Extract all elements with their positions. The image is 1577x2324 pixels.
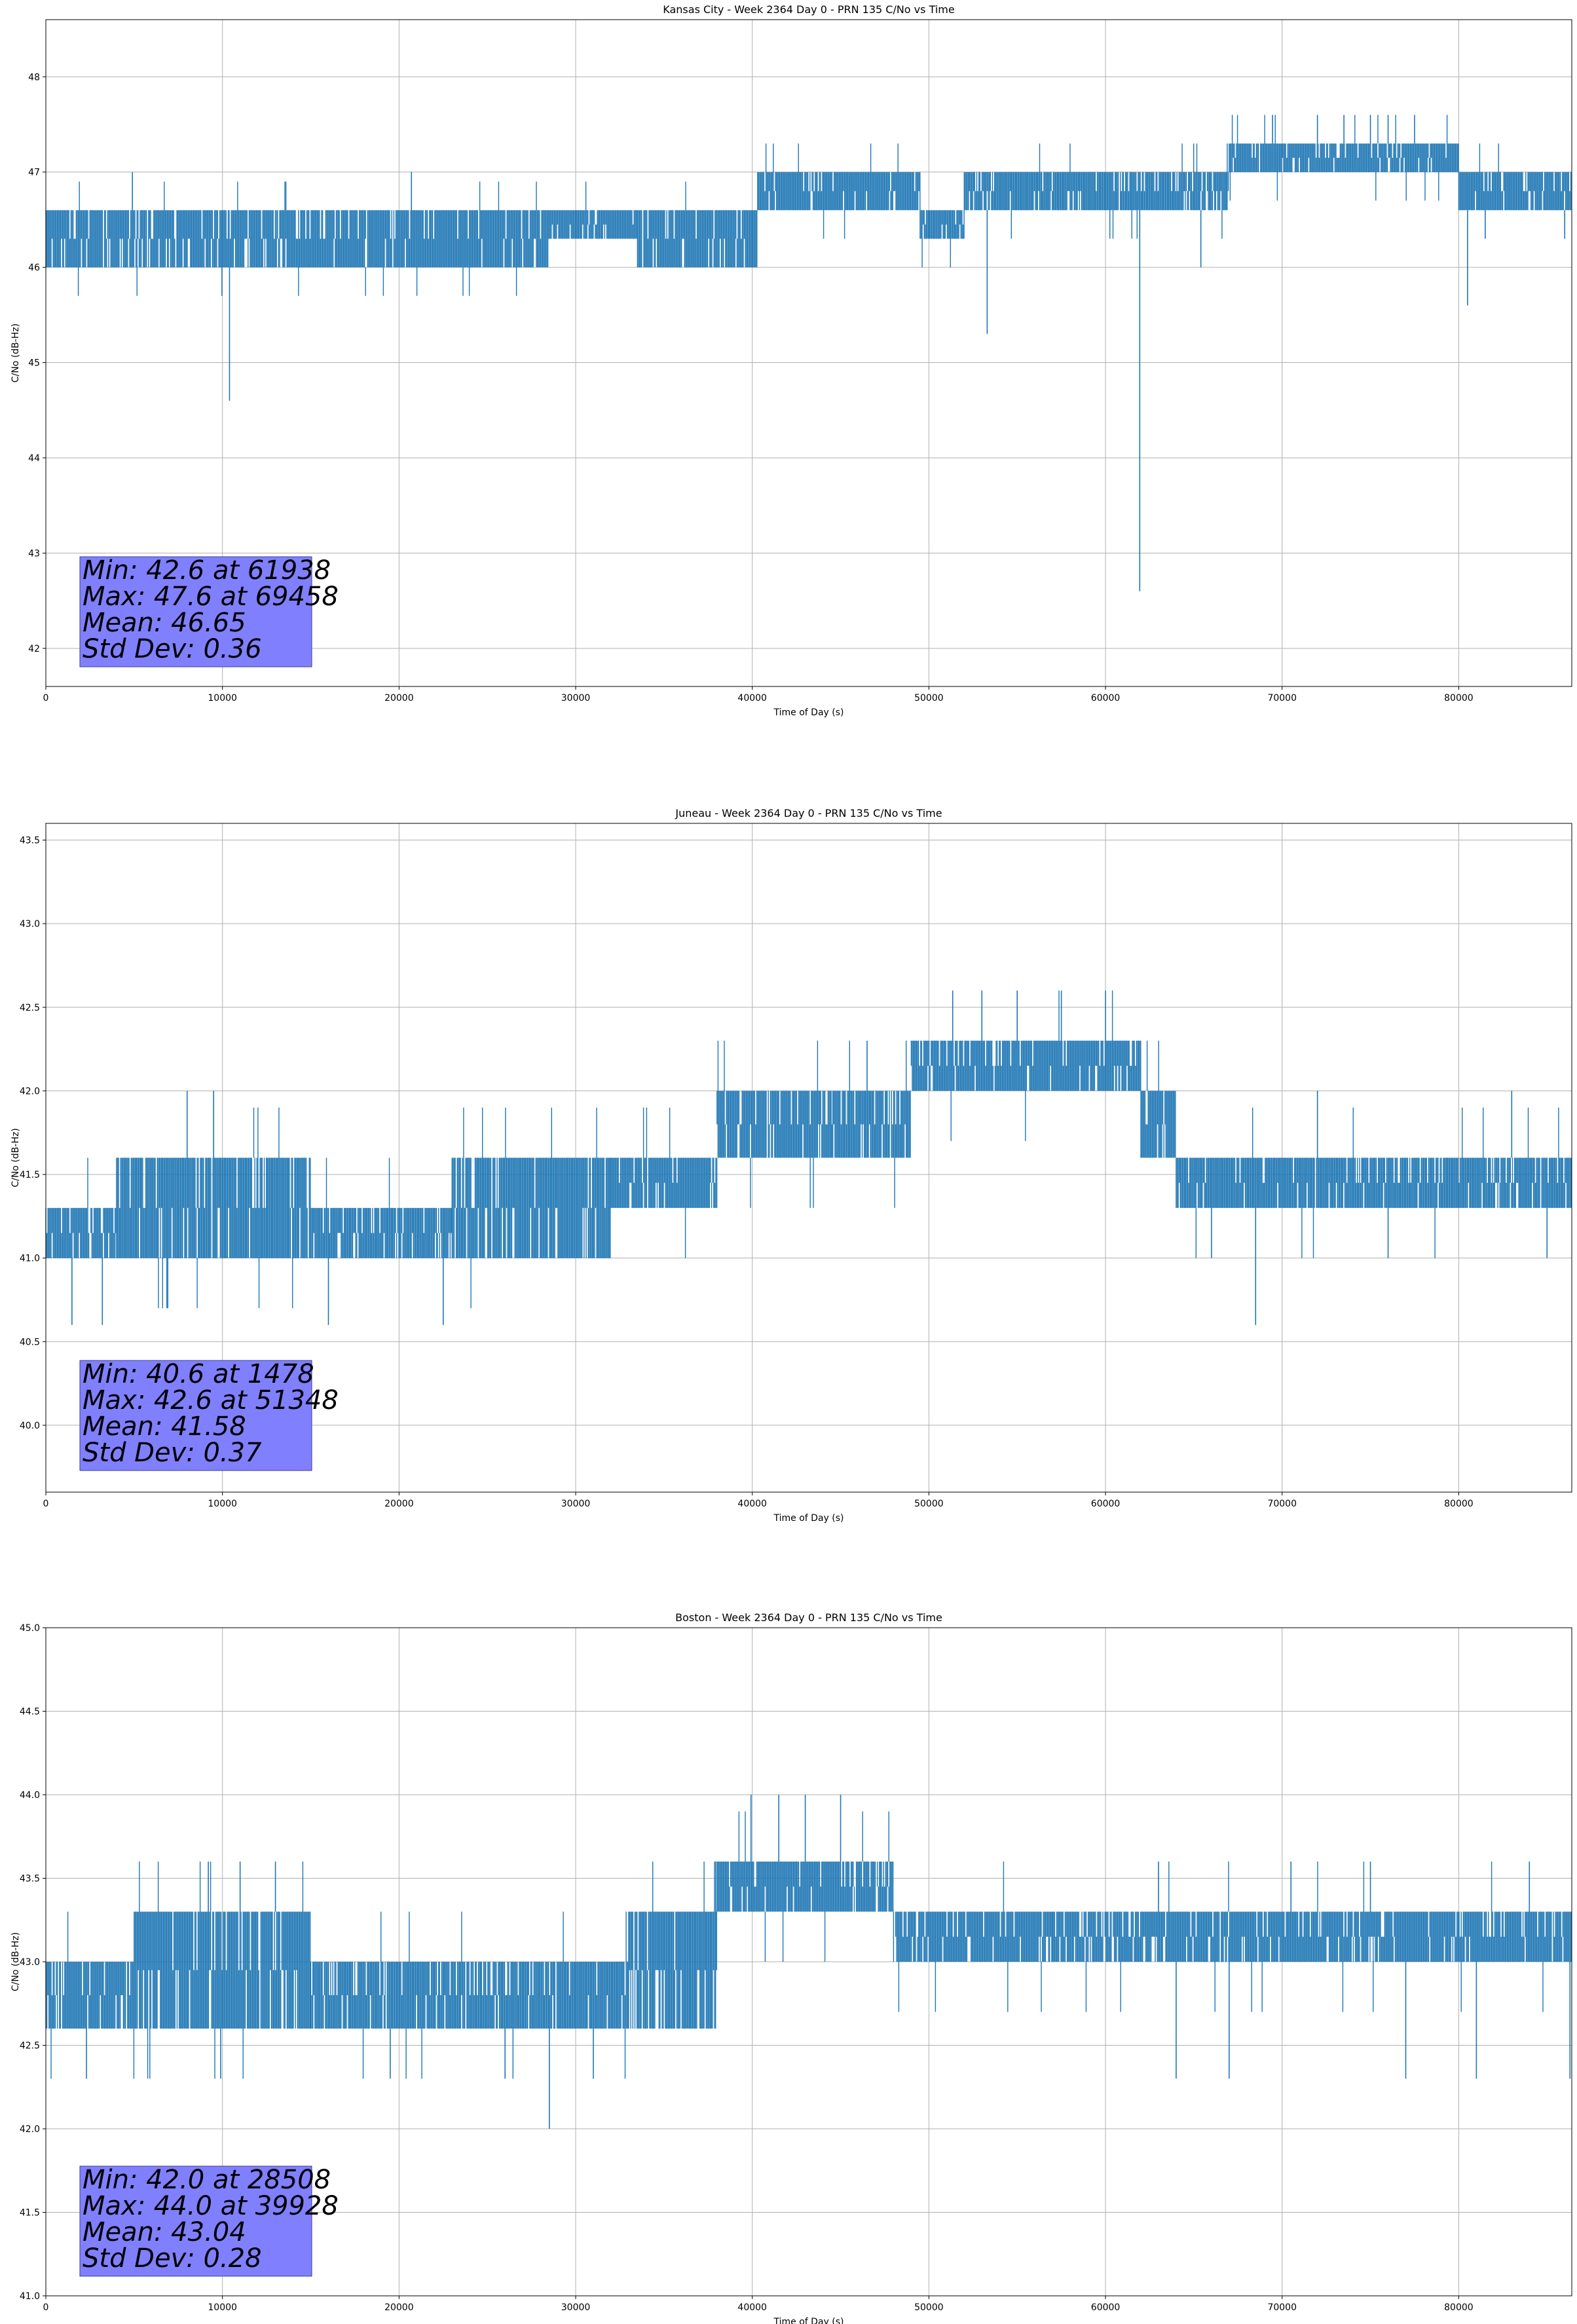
- stats-line: Std Dev: 0.37: [83, 1438, 262, 1468]
- x-tick-label: 40000: [737, 1499, 767, 1509]
- x-tick-label: 60000: [1091, 2302, 1121, 2313]
- series-c-no: [45, 115, 1572, 591]
- series-c-no: [45, 990, 1572, 1325]
- x-tick-label: 50000: [914, 1499, 944, 1509]
- y-axis-label: C/No (dB-Hz): [10, 1932, 21, 1991]
- y-tick-label: 41.0: [20, 1254, 40, 1264]
- y-tick-label: 43.5: [20, 1874, 40, 1884]
- y-tick-label: 42: [28, 644, 40, 654]
- y-tick-label: 43.5: [20, 836, 40, 846]
- x-tick-label: 70000: [1267, 693, 1297, 703]
- stats-line: Min: 40.6 at 1478: [83, 1359, 314, 1389]
- x-tick-label: 10000: [208, 2302, 237, 2313]
- stats-line: Min: 42.0 at 28508: [83, 2165, 331, 2195]
- x-tick-label: 30000: [561, 1499, 591, 1509]
- y-axis-label: C/No (dB-Hz): [10, 1128, 21, 1187]
- stats-box: [79, 1360, 312, 1471]
- axes-frame: [45, 19, 1572, 687]
- chart-title: Kansas City - Week 2364 Day 0 - PRN 135 …: [663, 3, 954, 16]
- y-tick-label: 42.5: [20, 1003, 40, 1013]
- x-tick-label: 60000: [1091, 1499, 1121, 1509]
- y-tick-label: 42.5: [20, 2041, 40, 2052]
- y-axis-label: C/No (dB-Hz): [10, 324, 21, 383]
- x-tick-label: 50000: [914, 2302, 944, 2313]
- x-tick-label: 80000: [1444, 1499, 1474, 1509]
- series-band: [45, 1811, 1572, 2079]
- y-tick-label: 41.5: [20, 2208, 40, 2219]
- chart-panel-1: 0 10000 20000 30000 40000 50000 60000 70000 8000…: [10, 3, 1572, 718]
- y-tick-label: 40.5: [20, 1337, 40, 1347]
- x-tick-label: 20000: [384, 2302, 414, 2313]
- stats-line: Max: 47.6 at 69458: [83, 582, 339, 612]
- x-tick-label: 20000: [384, 693, 414, 703]
- x-tick-label: 20000: [384, 1499, 414, 1509]
- y-tick-label: 48: [28, 72, 40, 83]
- stats-line: Min: 42.6 at 61938: [83, 555, 331, 586]
- chart-title: Boston - Week 2364 Day 0 - PRN 135 C/No …: [675, 1611, 942, 1624]
- stats-line: Mean: 41.58: [83, 1412, 246, 1442]
- x-tick-label: 60000: [1091, 693, 1121, 703]
- y-tick-label: 43.0: [20, 919, 40, 929]
- y-tick-label: 43.0: [20, 1957, 40, 1968]
- x-tick-label: 70000: [1267, 1499, 1297, 1509]
- y-tick-label: 45: [28, 358, 40, 369]
- y-tick-label: 47: [28, 168, 40, 178]
- x-axis-label: Time of Day (s): [773, 1513, 844, 1524]
- stats-line: Std Dev: 0.28: [83, 2243, 262, 2274]
- axes-frame: [45, 823, 1572, 1493]
- y-tick-label: 40.0: [20, 1421, 40, 1431]
- x-axis-label: Time of Day (s): [773, 707, 844, 718]
- stats-box: [79, 2165, 312, 2277]
- chart-title: Juneau - Week 2364 Day 0 - PRN 135 C/No …: [675, 807, 942, 819]
- x-tick-label: 30000: [561, 693, 591, 703]
- chart-panel-3: 0 10000 20000 30000 40000 50000 60000 70000 8000…: [10, 1611, 1572, 2324]
- y-tick-label: 41.0: [20, 2291, 40, 2302]
- stats-box: [79, 556, 312, 667]
- x-tick-label: 80000: [1444, 2302, 1474, 2313]
- y-tick-label: 46: [28, 263, 40, 273]
- stats-line: Max: 44.0 at 39928: [83, 2191, 339, 2221]
- x-tick-label: 10000: [208, 1499, 237, 1509]
- y-tick-label: 45.0: [20, 1623, 40, 1634]
- x-tick-label: 80000: [1444, 693, 1474, 703]
- x-axis-label: Time of Day (s): [773, 2317, 844, 2324]
- y-tick-label: 42.0: [20, 1086, 40, 1096]
- x-tick-label: 0: [43, 693, 49, 703]
- y-tick-label: 44: [28, 453, 40, 464]
- x-tick-label: 40000: [737, 693, 767, 703]
- x-tick-label: 40000: [737, 2302, 767, 2313]
- y-tick-label: 42.0: [20, 2124, 40, 2135]
- x-tick-label: 70000: [1267, 2302, 1297, 2313]
- x-tick-label: 0: [43, 2302, 49, 2313]
- x-tick-label: 10000: [208, 693, 237, 703]
- stats-line: Mean: 43.04: [83, 2217, 246, 2247]
- series-band: [45, 990, 1572, 1309]
- series-band: [45, 115, 1572, 296]
- x-tick-label: 0: [43, 1499, 49, 1509]
- stats-line: Mean: 46.65: [83, 608, 246, 638]
- series-c-no: [45, 1795, 1572, 2129]
- y-tick-label: 41.5: [20, 1170, 40, 1180]
- y-tick-label: 44.0: [20, 1790, 40, 1801]
- stats-line: Std Dev: 0.36: [83, 634, 262, 664]
- y-tick-label: 44.5: [20, 1707, 40, 1717]
- y-tick-label: 43: [28, 548, 40, 559]
- x-tick-label: 50000: [914, 693, 944, 703]
- stats-line: Max: 42.6 at 51348: [83, 1385, 339, 1415]
- chart-panel-2: 0 10000 20000 30000 40000 50000 60000 70000 8000…: [10, 807, 1572, 1524]
- x-tick-label: 30000: [561, 2302, 591, 2313]
